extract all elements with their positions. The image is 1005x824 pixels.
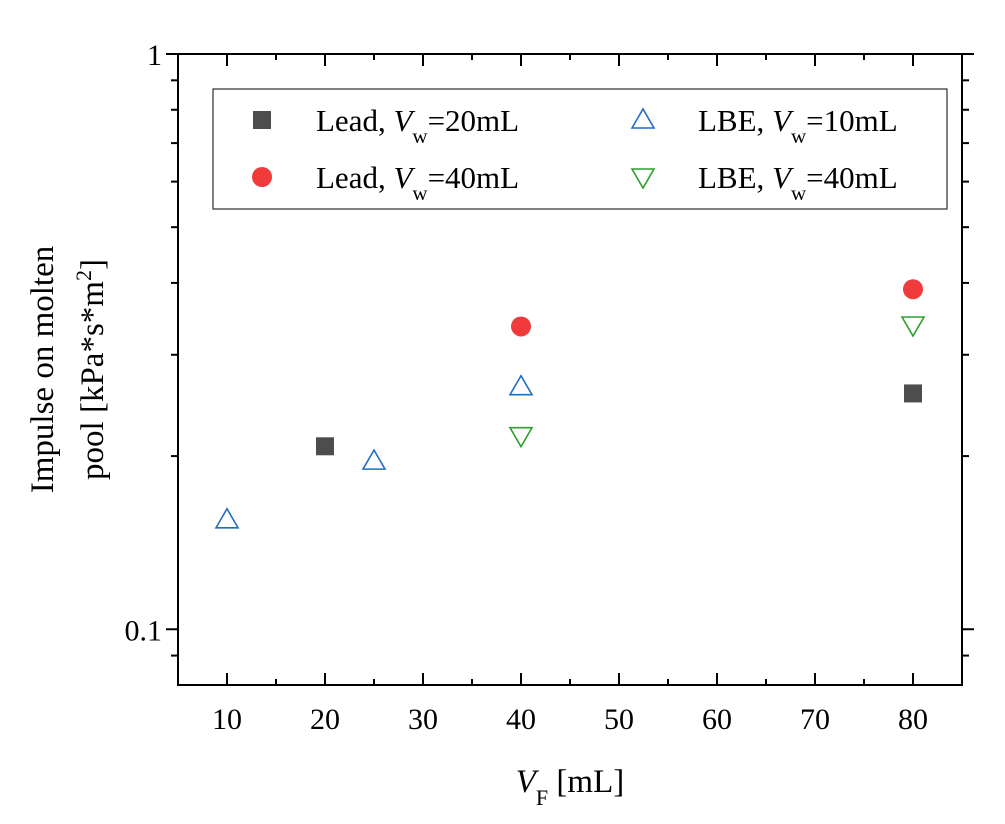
y-axis-title-line1: Impulse on molten — [25, 246, 61, 493]
x-axis-symbol: V — [516, 764, 540, 800]
legend-marker-1 — [253, 111, 271, 129]
x-tick-label: 50 — [604, 703, 634, 736]
x-tick-label: 70 — [800, 703, 830, 736]
x-tick-label: 40 — [506, 703, 536, 736]
y-axis-title-line2-end: ] — [75, 259, 111, 270]
legend: Lead, Vw=20mL Lead, Vw=40mL LBE, Vw=10mL LB… — [212, 88, 948, 210]
legend-label-4: LBE, Vw=40mL — [698, 160, 898, 205]
x-tick-label: 20 — [310, 703, 340, 736]
data-points — [214, 279, 926, 529]
x-axis-unit: [mL] — [548, 764, 624, 800]
data-point-3 — [508, 374, 534, 396]
x-axis-title: VF [mL] — [516, 764, 624, 810]
legend-marker-4 — [630, 168, 656, 190]
data-point-4 — [900, 316, 926, 338]
y-axis-title-sup: 2 — [71, 270, 96, 281]
x-tick-label: 80 — [898, 703, 928, 736]
y-tick-labels: 0.11 — [125, 39, 163, 647]
y-axis-title-line2: pool [kPa*s*m2] — [71, 259, 112, 480]
data-point-1 — [904, 384, 922, 403]
data-point-4 — [508, 426, 534, 449]
x-axis-subscript: F — [536, 785, 548, 810]
y-tick-label: 0.1 — [125, 614, 163, 647]
data-point-2 — [511, 316, 531, 337]
legend-label-2: Lead, Vw=40mL — [316, 160, 519, 205]
y-tick-label: 1 — [147, 39, 162, 72]
legend-label-3: LBE, Vw=10mL — [698, 103, 898, 148]
x-tick-label: 30 — [408, 703, 438, 736]
legend-box — [212, 88, 948, 210]
data-point-2 — [903, 279, 923, 300]
legend-marker-2 — [252, 167, 272, 187]
axis-ticks — [166, 53, 974, 685]
y-axis-title-line2-text: pool [kPa*s*m — [75, 281, 111, 480]
plot-frame — [177, 53, 963, 686]
data-point-3 — [214, 507, 240, 529]
data-point-3 — [361, 448, 387, 470]
x-tick-labels: 10 20 30 40 50 60 70 80 — [212, 703, 928, 736]
y-axis-title: Impulse on molten pool [kPa*s*m2] — [25, 246, 111, 493]
legend-marker-3 — [630, 107, 656, 129]
data-point-1 — [316, 437, 334, 456]
legend-label-1: Lead, Vw=20mL — [316, 103, 519, 148]
x-tick-label: 10 — [212, 703, 242, 736]
x-tick-label: 60 — [702, 703, 732, 736]
